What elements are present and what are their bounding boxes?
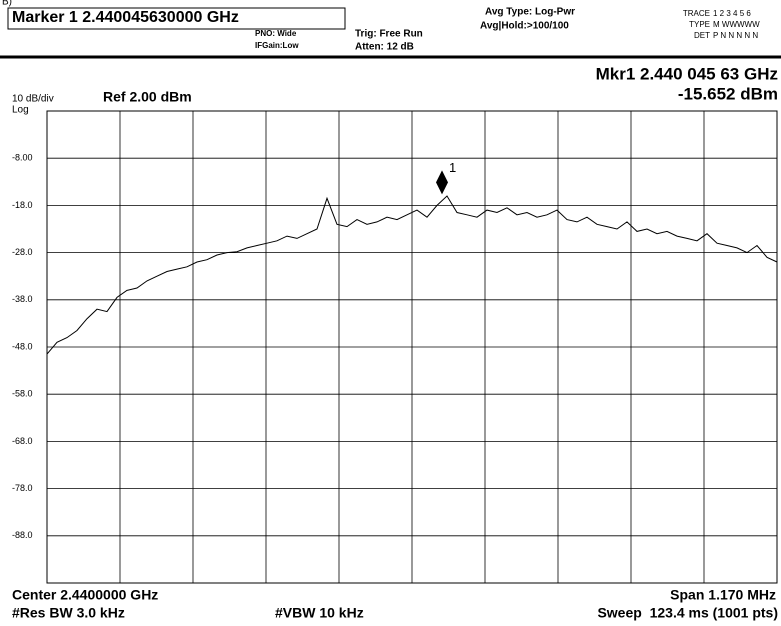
marker-diamond [436, 170, 448, 195]
corner-label: B) [2, 0, 12, 8]
avg-type: Avg Type: Log-Pwr [485, 7, 575, 18]
res-bw: #Res BW 3.0 kHz [12, 605, 125, 621]
y-tick-label: -78.0 [12, 483, 33, 493]
y-tick-label: -58.0 [12, 389, 33, 399]
sweep: Sweep 123.4 ms (1001 pts) [597, 605, 778, 621]
det-label: DET [694, 31, 710, 40]
trace-label: TRACE [683, 9, 710, 18]
scale: 10 dB/div [12, 94, 54, 105]
det-values: P N N N N N [713, 31, 758, 40]
span: Span 1.170 MHz [670, 587, 776, 603]
marker-value: -15.652 dBm [678, 84, 778, 103]
marker-box [7, 7, 346, 30]
vbw: #VBW 10 kHz [275, 605, 364, 621]
type-values: M WWWWW [713, 20, 760, 29]
trace [46, 195, 778, 355]
y-tick-label: -48.0 [12, 341, 33, 351]
trace-values: 1 2 3 4 5 6 [713, 9, 751, 18]
y-tick-label: -28.0 [12, 247, 33, 257]
trig: Trig: Free Run [355, 29, 423, 40]
y-tick-label: -8.00 [12, 153, 33, 163]
type-label: TYPE [689, 20, 710, 29]
ifgain: IFGain:Low [255, 41, 299, 50]
pno: PNO: Wide [255, 29, 297, 38]
ref-level: Ref 2.00 dBm [103, 89, 192, 105]
atten: Atten: 12 dB [355, 42, 414, 53]
center: Center 2.4400000 GHz [12, 587, 158, 603]
marker-readout: Mkr1 2.440 045 63 GHz [596, 64, 778, 83]
marker-label: 1 [449, 160, 456, 175]
marker-header: Marker 1 2.440045630000 GHz [12, 9, 239, 26]
log: Log [12, 105, 29, 116]
y-tick-label: -88.0 [12, 530, 33, 540]
y-tick-label: -68.0 [12, 436, 33, 446]
y-tick-label: -38.0 [12, 294, 33, 304]
y-tick-label: -18.0 [12, 200, 33, 210]
avg-hold: Avg|Hold:>100/100 [480, 21, 569, 32]
